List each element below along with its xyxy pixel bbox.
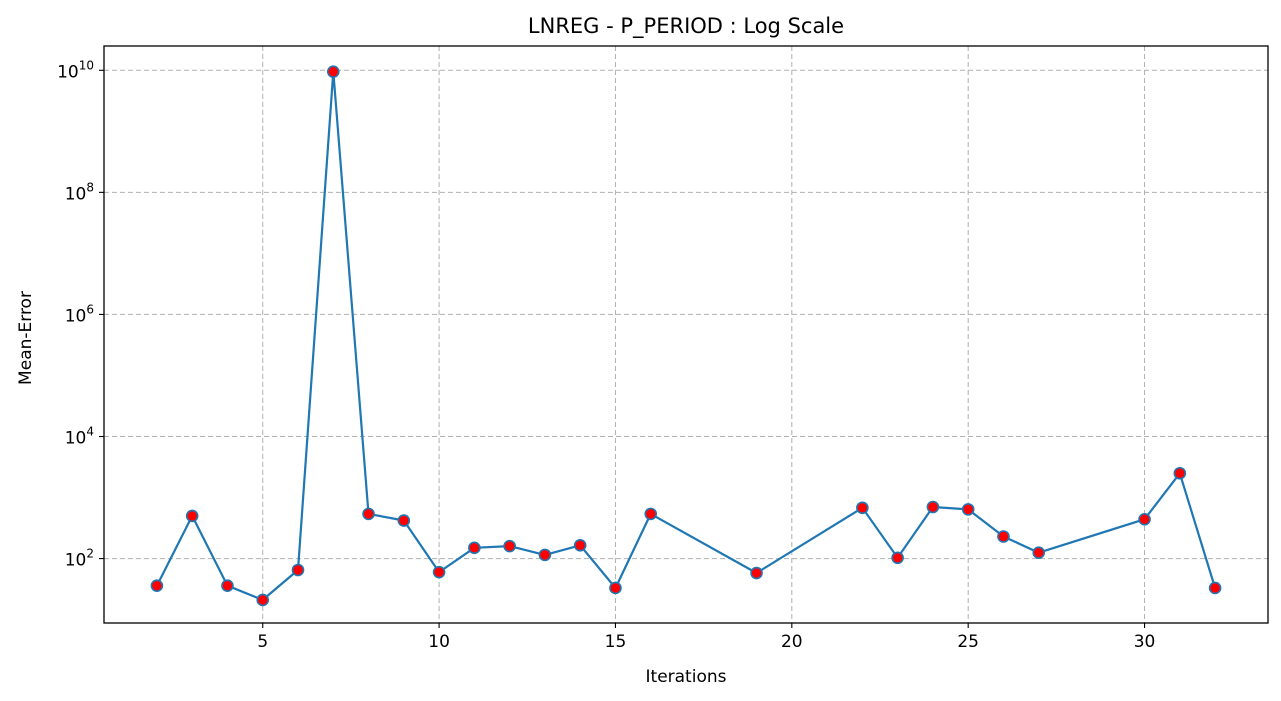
- data-point: [856, 501, 869, 515]
- data-point: [291, 563, 305, 577]
- x-tick-label: 5: [257, 632, 268, 652]
- data-point: [609, 581, 622, 595]
- x-tick-label: 30: [1134, 632, 1156, 652]
- x-tick-label: 20: [781, 632, 803, 652]
- data-point: [185, 509, 199, 523]
- x-axis-label: Iterations: [646, 667, 727, 687]
- y-tick-exponent: 10: [79, 58, 94, 72]
- series-layer: [150, 65, 1222, 607]
- data-point: [1173, 466, 1187, 480]
- data-point: [150, 579, 164, 592]
- series-line: [155, 70, 1217, 602]
- y-tick-label: 104: [65, 425, 94, 449]
- data-point: [1032, 546, 1046, 559]
- data-point: [397, 514, 411, 527]
- data-point: [997, 530, 1010, 543]
- y-tick-base: 10: [65, 429, 87, 449]
- data-point: [961, 503, 975, 516]
- y-tick-exponent: 6: [86, 302, 94, 316]
- data-point: [644, 507, 658, 521]
- y-tick-label: 102: [65, 547, 94, 571]
- data-point: [573, 539, 587, 552]
- data-point: [221, 579, 234, 592]
- y-tick-label: 1010: [57, 58, 94, 82]
- data-point: [750, 566, 763, 580]
- data-point: [1138, 513, 1151, 526]
- plot-frame: [103, 45, 1269, 624]
- y-tick-exponent: 8: [86, 180, 94, 194]
- data-point: [432, 565, 446, 579]
- y-tick-base: 10: [65, 184, 87, 204]
- y-tick-base: 10: [65, 306, 87, 326]
- x-tick-label: 10: [428, 632, 450, 652]
- y-tick-label: 108: [65, 180, 94, 204]
- data-point: [326, 65, 340, 78]
- y-tick-exponent: 2: [86, 547, 94, 561]
- data-point: [538, 548, 552, 562]
- y-axis-label: Mean-Error: [16, 291, 36, 385]
- data-point: [256, 593, 270, 607]
- x-tick-label: 25: [957, 632, 979, 652]
- data-point: [362, 507, 375, 521]
- data-point: [891, 551, 904, 565]
- data-point: [468, 541, 481, 555]
- x-tick-label: 15: [605, 632, 627, 652]
- y-tick-base: 10: [57, 62, 79, 82]
- y-tick-base: 10: [65, 551, 87, 571]
- y-tick-label: 106: [65, 302, 94, 326]
- data-point: [1208, 581, 1222, 595]
- data-point: [926, 500, 940, 514]
- y-tick-exponent: 4: [86, 425, 94, 439]
- chart-title: LNREG - P_PERIOD : Log Scale: [528, 14, 844, 39]
- data-point: [503, 539, 516, 553]
